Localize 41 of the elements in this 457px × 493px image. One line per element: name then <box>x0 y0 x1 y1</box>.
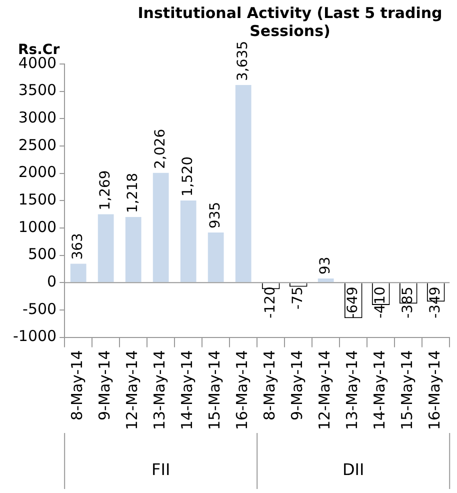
data-label: 363 <box>70 233 86 260</box>
data-label: 1,218 <box>124 172 141 214</box>
x-tick-label: 16-May-14 <box>233 350 252 430</box>
x-tick-label: 9-May-14 <box>96 350 114 420</box>
x-tick-label: 14-May-14 <box>178 350 196 430</box>
x-tick-label: 15-May-14 <box>206 350 224 430</box>
x-tick-label: 15-May-14 <box>398 350 416 430</box>
data-label: -649 <box>344 286 361 318</box>
data-label: -120 <box>262 286 278 318</box>
y-tick-label: 1000 <box>18 218 57 236</box>
x-tick-label: 14-May-14 <box>370 350 389 430</box>
data-label: 935 <box>207 202 224 229</box>
y-tick-label: 500 <box>28 245 57 264</box>
data-label: -385 <box>400 286 416 318</box>
y-tick-label: 1500 <box>18 190 57 209</box>
data-label: 1,520 <box>180 156 196 197</box>
x-tick-label: 13-May-14 <box>150 350 169 430</box>
x-tick-label: 16-May-14 <box>426 350 444 430</box>
y-tick-label: 3000 <box>18 108 57 127</box>
y-tick-label: 3500 <box>18 81 57 100</box>
x-tick-label: 12-May-14 <box>123 350 142 430</box>
y-tick-label: 2500 <box>18 136 57 154</box>
data-label: -75 <box>290 286 306 310</box>
x-tick-label: 8-May-14 <box>260 350 279 420</box>
data-label: 2,026 <box>152 128 168 169</box>
y-tick-label: 2000 <box>18 163 57 182</box>
chart-title: Institutional Activity (Last 5 trading Sessions) <box>136 4 444 40</box>
x-tick-label: 12-May-14 <box>316 350 334 430</box>
x-tick-label: 9-May-14 <box>288 350 306 420</box>
data-label: -410 <box>372 286 388 318</box>
data-label: -349 <box>428 286 444 318</box>
y-tick-label: -1000 <box>12 327 57 346</box>
data-label: 93 <box>317 256 334 275</box>
y-tick-label: -500 <box>22 300 57 318</box>
x-tick-label: 13-May-14 <box>343 350 362 430</box>
y-tick-label: 0 <box>47 272 57 290</box>
text: FII <box>152 460 170 480</box>
data-label: 3,635 <box>234 40 251 81</box>
text: DII <box>342 460 364 480</box>
x-tick-label: 8-May-14 <box>68 350 86 420</box>
data-label: 1,269 <box>97 170 114 210</box>
